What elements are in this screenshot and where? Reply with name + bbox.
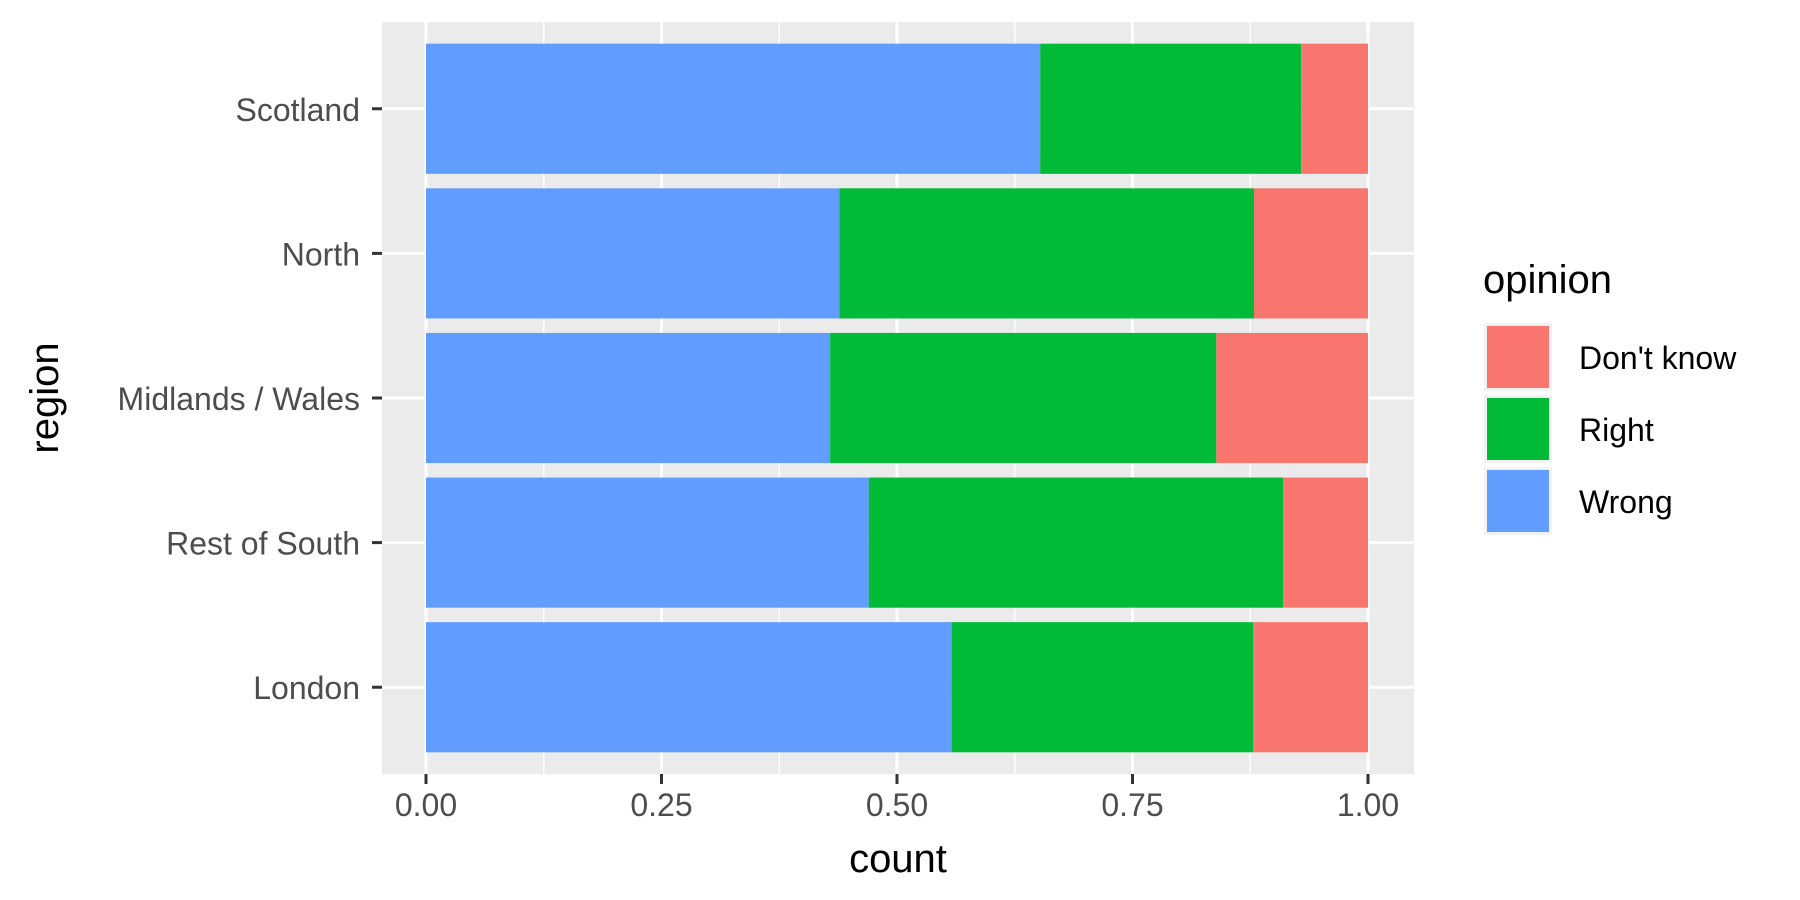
bar-segment xyxy=(951,622,1254,753)
y-axis-title: region xyxy=(23,342,67,453)
x-tick-label: 1.00 xyxy=(1337,787,1399,823)
x-tick-label: 0.25 xyxy=(630,787,692,823)
x-tick-label: 0.75 xyxy=(1101,787,1163,823)
x-tick-label: 0.50 xyxy=(866,787,928,823)
bar-segment xyxy=(426,477,869,608)
bar-segment xyxy=(1254,188,1368,319)
legend: opinion Don't know Right Wrong xyxy=(1483,258,1737,535)
bar-segment xyxy=(1216,332,1368,464)
bar-segment xyxy=(426,332,831,464)
y-tick-label: North xyxy=(282,236,360,272)
legend-label: Wrong xyxy=(1579,484,1673,520)
bars xyxy=(426,43,1368,753)
legend-label: Don't know xyxy=(1579,340,1737,376)
bar-segment xyxy=(1253,622,1368,753)
bar-segment xyxy=(1301,43,1368,174)
x-axis: 0.00 0.25 0.50 0.75 1.00 xyxy=(395,774,1399,823)
y-tick-label: Midlands / Wales xyxy=(118,381,360,417)
bar-segment xyxy=(1040,43,1302,174)
y-axis: Scotland North Midlands / Wales Rest of Sou… xyxy=(118,92,382,706)
x-tick-label: 0.00 xyxy=(395,787,457,823)
legend-swatch xyxy=(1487,326,1549,388)
legend-title: opinion xyxy=(1483,258,1612,302)
bar-segment xyxy=(868,477,1284,608)
legend-swatch xyxy=(1487,470,1549,532)
legend-swatch xyxy=(1487,398,1549,460)
legend-label: Right xyxy=(1579,412,1654,448)
bar-segment xyxy=(426,43,1041,174)
x-axis-title: count xyxy=(849,837,947,881)
bar-segment xyxy=(830,332,1217,464)
y-tick-label: Rest of South xyxy=(166,526,360,562)
bar-segment xyxy=(426,622,952,753)
y-tick-label: London xyxy=(253,670,360,706)
y-tick-label: Scotland xyxy=(235,92,360,128)
bar-segment xyxy=(839,188,1255,319)
bar-segment xyxy=(1283,477,1368,608)
bar-segment xyxy=(426,188,840,319)
